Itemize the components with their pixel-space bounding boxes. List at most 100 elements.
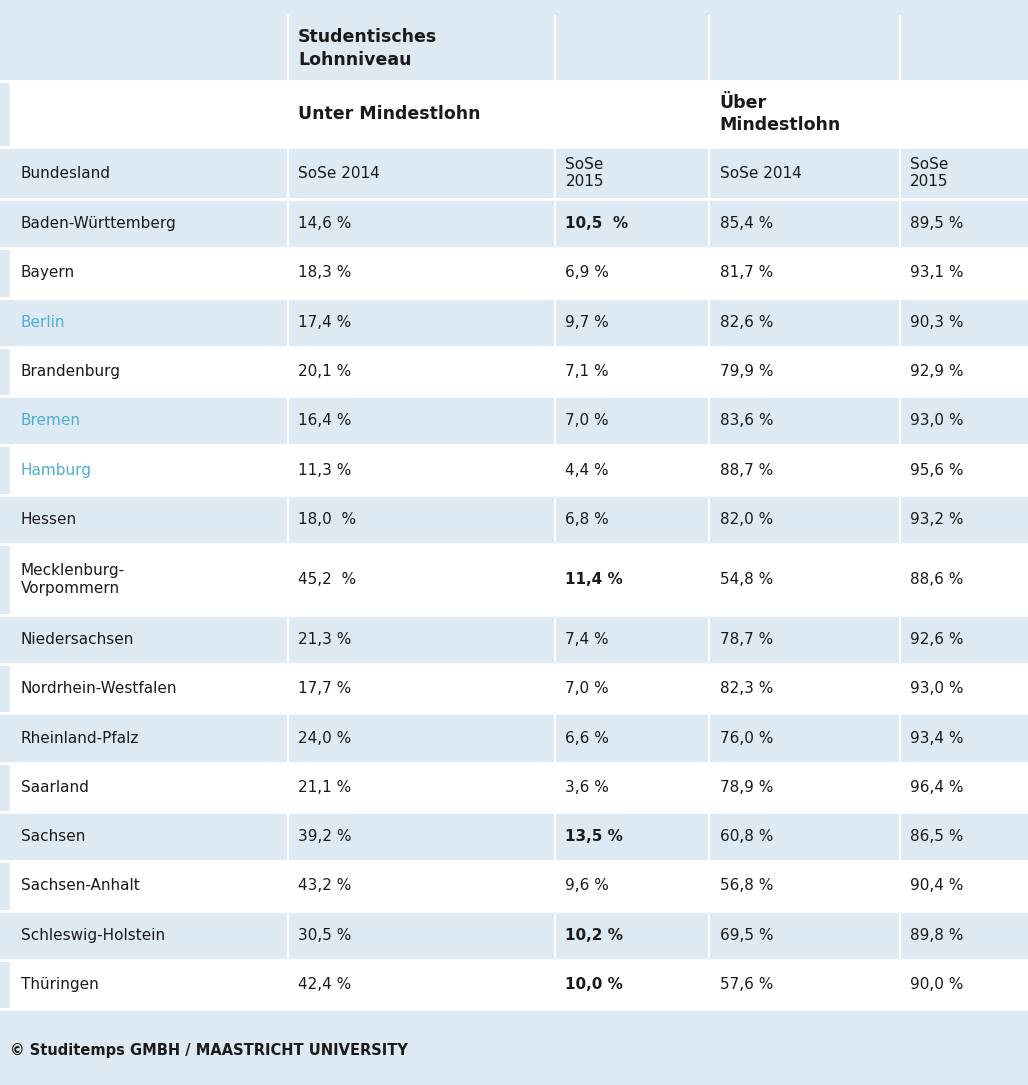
Bar	[709, 763, 900, 812]
Bar	[709, 664, 900, 714]
Text: Hamburg: Hamburg	[21, 462, 91, 477]
Bar	[10, 446, 288, 495]
Text: 56,8 %: 56,8 %	[720, 879, 773, 893]
Bar	[709, 347, 900, 396]
Text: 96,4 %: 96,4 %	[910, 780, 963, 795]
Bar	[10, 714, 288, 763]
Text: 69,5 %: 69,5 %	[720, 928, 773, 943]
Bar	[900, 812, 1028, 861]
Bar	[288, 714, 555, 763]
Bar	[709, 495, 900, 544]
Text: 82,3 %: 82,3 %	[720, 681, 773, 697]
Bar	[555, 146, 709, 200]
Bar	[10, 615, 288, 664]
Bar	[900, 960, 1028, 1009]
Text: Saarland: Saarland	[21, 780, 88, 795]
Text: 90,3 %: 90,3 %	[910, 315, 963, 330]
Bar	[900, 446, 1028, 495]
Text: Mecklenburg-
Vorpommern: Mecklenburg- Vorpommern	[21, 563, 124, 597]
Bar	[288, 16, 555, 80]
Text: 3,6 %: 3,6 %	[565, 780, 610, 795]
Bar	[10, 396, 288, 446]
Bar	[288, 446, 555, 495]
Bar	[900, 16, 1028, 80]
Text: 6,9 %: 6,9 %	[565, 266, 610, 281]
Bar	[900, 80, 1028, 146]
Text: 9,7 %: 9,7 %	[565, 315, 610, 330]
Text: 76,0 %: 76,0 %	[720, 730, 773, 745]
Text: 45,2  %: 45,2 %	[298, 572, 357, 587]
Bar	[10, 812, 288, 861]
Bar	[288, 960, 555, 1009]
Bar	[900, 347, 1028, 396]
Text: Über
Mindestlohn: Über Mindestlohn	[720, 93, 841, 133]
Bar	[10, 297, 288, 347]
Bar	[900, 495, 1028, 544]
Text: 78,9 %: 78,9 %	[720, 780, 773, 795]
Text: 54,8 %: 54,8 %	[720, 572, 773, 587]
Text: 81,7 %: 81,7 %	[720, 266, 773, 281]
Bar	[288, 80, 555, 146]
Bar	[900, 664, 1028, 714]
Text: Sachsen-Anhalt: Sachsen-Anhalt	[21, 879, 140, 893]
Text: 7,0 %: 7,0 %	[565, 413, 609, 429]
Text: 78,7 %: 78,7 %	[720, 633, 773, 647]
Bar	[555, 615, 709, 664]
Bar	[288, 544, 555, 615]
Bar	[900, 200, 1028, 248]
Bar	[555, 664, 709, 714]
Text: 4,4 %: 4,4 %	[565, 462, 609, 477]
Bar	[10, 960, 288, 1009]
Bar	[555, 248, 709, 297]
Text: Bundesland: Bundesland	[21, 166, 111, 180]
Text: 90,4 %: 90,4 %	[910, 879, 963, 893]
Bar	[288, 812, 555, 861]
Text: 24,0 %: 24,0 %	[298, 730, 352, 745]
Bar	[10, 664, 288, 714]
Bar	[709, 446, 900, 495]
Bar	[288, 615, 555, 664]
Text: Unter Mindestlohn: Unter Mindestlohn	[298, 105, 481, 123]
Text: 6,8 %: 6,8 %	[565, 512, 610, 527]
Bar	[900, 146, 1028, 200]
Bar	[900, 544, 1028, 615]
Text: 13,5 %: 13,5 %	[565, 829, 623, 844]
Bar	[709, 396, 900, 446]
Text: Schleswig-Holstein: Schleswig-Holstein	[21, 928, 164, 943]
Bar	[288, 146, 555, 200]
Bar	[10, 910, 288, 960]
Text: 90,0 %: 90,0 %	[910, 976, 963, 992]
Text: 79,9 %: 79,9 %	[720, 363, 773, 379]
Bar	[10, 248, 288, 297]
Text: 9,6 %: 9,6 %	[565, 879, 610, 893]
Text: 20,1 %: 20,1 %	[298, 363, 352, 379]
Text: 60,8 %: 60,8 %	[720, 829, 773, 844]
Text: 11,4 %: 11,4 %	[565, 572, 623, 587]
Bar	[709, 714, 900, 763]
Bar	[555, 910, 709, 960]
Text: 93,0 %: 93,0 %	[910, 413, 963, 429]
Text: Rheinland-Pfalz: Rheinland-Pfalz	[21, 730, 139, 745]
Text: 95,6 %: 95,6 %	[910, 462, 963, 477]
Text: Bayern: Bayern	[21, 266, 75, 281]
Bar	[709, 200, 900, 248]
Bar	[288, 861, 555, 910]
Bar	[555, 396, 709, 446]
Bar	[709, 80, 900, 146]
Text: 83,6 %: 83,6 %	[720, 413, 773, 429]
Text: 88,7 %: 88,7 %	[720, 462, 773, 477]
Bar	[709, 248, 900, 297]
Text: 85,4 %: 85,4 %	[720, 216, 773, 231]
Text: 17,7 %: 17,7 %	[298, 681, 352, 697]
Text: Sachsen: Sachsen	[21, 829, 85, 844]
Bar	[288, 664, 555, 714]
Text: 42,4 %: 42,4 %	[298, 976, 352, 992]
Text: 21,1 %: 21,1 %	[298, 780, 352, 795]
Text: SoSe
2015: SoSe 2015	[565, 157, 603, 189]
Text: 93,0 %: 93,0 %	[910, 681, 963, 697]
Bar	[555, 347, 709, 396]
Bar	[709, 146, 900, 200]
Text: 10,0 %: 10,0 %	[565, 976, 623, 992]
Text: Baden-Württemberg: Baden-Württemberg	[21, 216, 177, 231]
Text: Brandenburg: Brandenburg	[21, 363, 120, 379]
